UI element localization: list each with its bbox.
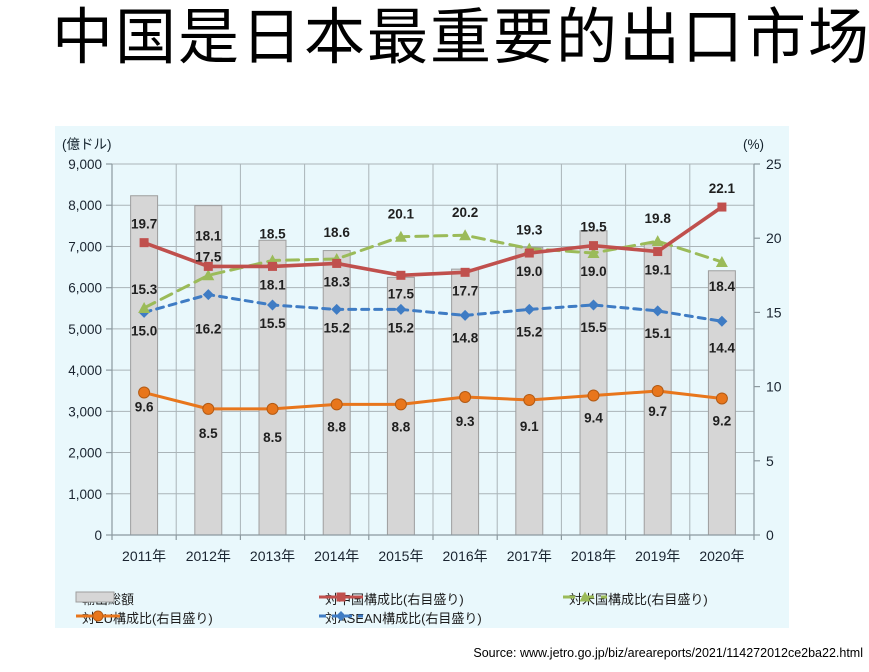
svg-text:17.5: 17.5	[195, 249, 222, 264]
svg-text:19.5: 19.5	[580, 220, 607, 235]
svg-text:8.8: 8.8	[327, 419, 346, 434]
svg-text:5,000: 5,000	[68, 322, 102, 337]
right-axis-caption: (%)	[743, 137, 764, 152]
svg-text:17.5: 17.5	[388, 286, 415, 301]
svg-text:2018年: 2018年	[571, 548, 616, 564]
source-citation: Source: www.jetro.go.jp/biz/areareports/…	[473, 646, 863, 660]
svg-text:18.1: 18.1	[259, 277, 286, 292]
svg-text:8.5: 8.5	[199, 426, 218, 441]
svg-text:8.5: 8.5	[263, 430, 282, 445]
export-chart: 0 1,000 2,000 3,000 4,000 5,000 6,000 7,000 8,00…	[55, 126, 789, 628]
svg-text:22.1: 22.1	[709, 181, 736, 196]
svg-text:9.7: 9.7	[648, 404, 667, 419]
svg-text:9,000: 9,000	[68, 157, 102, 172]
svg-text:15.5: 15.5	[259, 316, 286, 331]
bar-2014年	[322, 250, 351, 536]
svg-text:2019年: 2019年	[635, 548, 680, 564]
legend-label: 対中国構成比(右目盛り)	[325, 591, 464, 607]
legend-label: 対米国構成比(右目盛り)	[569, 591, 708, 607]
svg-text:18.5: 18.5	[259, 226, 286, 241]
svg-text:19.1: 19.1	[645, 263, 672, 278]
svg-text:9.1: 9.1	[520, 419, 539, 434]
legend-item-total-exports: 輸出総額	[75, 590, 134, 607]
legend-item-china-share: 対中国構成比(右目盛り)	[318, 590, 464, 607]
svg-text:18.1: 18.1	[195, 228, 222, 243]
axes: 0 1,000 2,000 3,000 4,000 5,000 6,000 7,000 8,00…	[68, 156, 782, 564]
svg-text:2016年: 2016年	[443, 548, 488, 564]
svg-text:2011年: 2011年	[122, 548, 166, 564]
svg-text:15.3: 15.3	[131, 282, 158, 297]
svg-text:3,000: 3,000	[68, 404, 102, 419]
data-labels: 19.7 18.1 18.1 18.3 17.5 17.7 19.0 19.5 19.1 22.1…	[131, 181, 736, 445]
svg-text:17.7: 17.7	[452, 283, 478, 298]
svg-text:8,000: 8,000	[68, 198, 102, 213]
bar-2011年	[130, 195, 159, 536]
svg-text:2013年: 2013年	[250, 548, 295, 564]
svg-text:4,000: 4,000	[68, 363, 102, 378]
svg-text:19.3: 19.3	[516, 223, 543, 238]
svg-text:7,000: 7,000	[68, 239, 102, 254]
bar-2018年	[579, 230, 608, 536]
svg-text:16.2: 16.2	[195, 322, 221, 337]
svg-text:15: 15	[766, 304, 782, 320]
svg-text:2020年: 2020年	[699, 548, 744, 564]
svg-text:19.0: 19.0	[516, 264, 542, 279]
svg-text:2,000: 2,000	[68, 446, 102, 461]
svg-text:20.2: 20.2	[452, 205, 478, 220]
legend-item-asean-share: 対ASEAN構成比(右目盛り)	[318, 609, 482, 626]
bar-2013年	[258, 239, 287, 536]
left-axis-caption: (億ドル)	[62, 137, 112, 152]
svg-text:2015年: 2015年	[378, 548, 423, 564]
svg-text:14.8: 14.8	[452, 330, 479, 345]
svg-text:25: 25	[766, 156, 782, 172]
svg-text:20: 20	[766, 230, 782, 246]
svg-text:0: 0	[94, 528, 102, 543]
bar-2017年	[515, 246, 544, 536]
svg-text:18.3: 18.3	[324, 274, 351, 289]
legend-label: 対ASEAN構成比(右目盛り)	[325, 610, 482, 626]
svg-text:2012年: 2012年	[186, 548, 231, 564]
svg-text:18.6: 18.6	[324, 225, 351, 240]
svg-text:20.1: 20.1	[388, 207, 415, 222]
svg-text:18.4: 18.4	[709, 279, 736, 294]
series-square-line	[139, 202, 727, 280]
svg-text:19.7: 19.7	[131, 217, 157, 232]
chart-plot-area: 0 1,000 2,000 3,000 4,000 5,000 6,000 7,000 8,00…	[68, 156, 782, 564]
svg-text:9.6: 9.6	[135, 400, 154, 415]
svg-text:15.0: 15.0	[131, 323, 157, 338]
svg-text:2017年: 2017年	[507, 548, 552, 564]
bar-2012年	[194, 205, 223, 536]
svg-text:9.3: 9.3	[456, 414, 475, 429]
svg-text:15.1: 15.1	[645, 326, 672, 341]
svg-text:14.4: 14.4	[709, 340, 736, 355]
series-circle-line	[138, 385, 728, 415]
svg-text:15.2: 15.2	[324, 320, 350, 335]
svg-text:2014年: 2014年	[314, 548, 359, 564]
page-title: 中国是日本最重要的出口市场	[52, 2, 869, 73]
svg-text:19.0: 19.0	[580, 264, 606, 279]
svg-text:9.2: 9.2	[713, 413, 732, 428]
svg-text:15.2: 15.2	[516, 324, 542, 339]
svg-text:15.5: 15.5	[580, 320, 607, 335]
svg-text:1,000: 1,000	[68, 487, 102, 502]
svg-text:15.2: 15.2	[388, 320, 414, 335]
svg-text:6,000: 6,000	[68, 281, 102, 296]
svg-text:19.8: 19.8	[645, 211, 672, 226]
svg-text:8.8: 8.8	[392, 419, 411, 434]
legend-item-us-share: 対米国構成比(右目盛り)	[562, 590, 708, 607]
legend-item-eu-share: 対EU構成比(右目盛り)	[75, 609, 213, 626]
svg-text:10: 10	[766, 379, 782, 395]
legend-label: 対EU構成比(右目盛り)	[82, 610, 213, 626]
svg-text:0: 0	[766, 527, 774, 543]
svg-text:9.4: 9.4	[584, 411, 603, 426]
svg-text:5: 5	[766, 453, 774, 469]
